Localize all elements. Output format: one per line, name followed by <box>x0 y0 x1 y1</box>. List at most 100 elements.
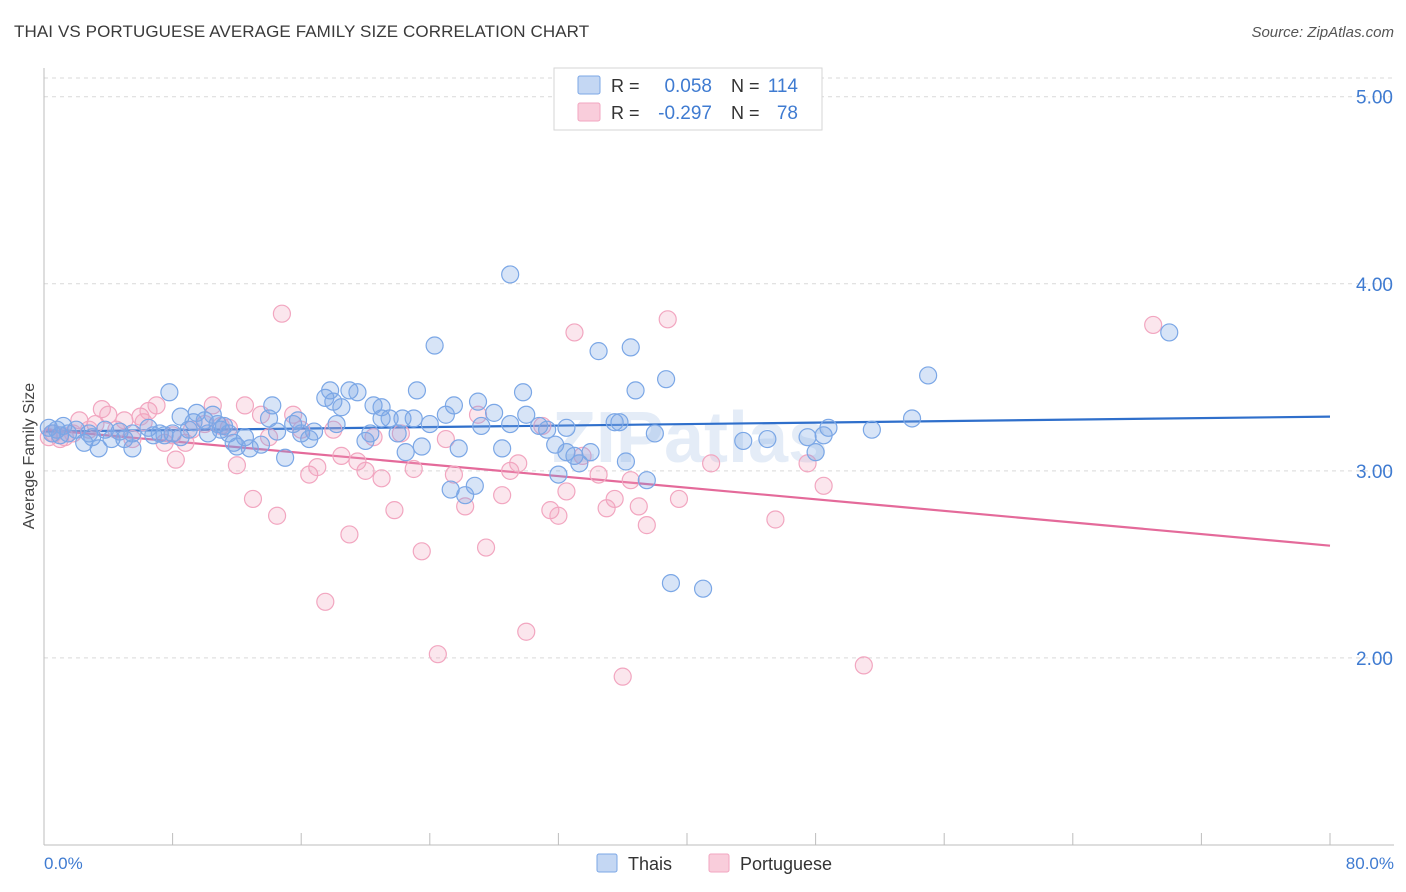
thai-point <box>251 435 271 454</box>
portuguese-point <box>316 592 335 611</box>
thai-point <box>160 383 179 402</box>
thai-point <box>203 405 222 424</box>
thai-point <box>472 416 491 436</box>
thai-point <box>123 439 142 458</box>
portuguese-point <box>99 405 118 424</box>
thai-point <box>661 573 681 593</box>
thai-point <box>420 414 439 434</box>
portuguese-point <box>356 461 375 480</box>
portuguese-point <box>658 310 677 329</box>
y-tick-label: 5.00 <box>1356 88 1393 109</box>
thai-point <box>89 439 108 458</box>
thai-point <box>276 448 295 467</box>
portuguese-point <box>468 405 488 424</box>
portuguese-point <box>621 471 640 490</box>
thai-point <box>425 336 444 355</box>
portuguese-point <box>134 413 153 432</box>
portuguese-point <box>557 482 576 501</box>
thai-trend-line <box>43 415 1331 433</box>
portuguese-point <box>332 446 351 465</box>
y-tick-label: 2.00 <box>1356 649 1393 670</box>
thai-point <box>513 383 533 402</box>
series-legend: Thais Portuguese <box>596 853 832 874</box>
legend-n-value-thai: 114 <box>768 76 799 97</box>
portuguese-point <box>444 465 464 484</box>
chart-title: THAI VS PORTUGUESE AVERAGE FAMILY SIZE C… <box>14 22 590 41</box>
thai-point <box>1160 323 1179 342</box>
legend-r-label-portuguese: R = <box>611 103 640 123</box>
y-tick-label: 4.00 <box>1356 275 1393 296</box>
thai-point <box>95 420 115 439</box>
thai-point <box>621 338 640 357</box>
legend-n-label-thai: N = <box>731 76 760 96</box>
portuguese-point <box>385 501 404 520</box>
portuguese-point <box>517 622 536 641</box>
thai-point <box>123 424 142 443</box>
portuguese-point <box>284 405 303 424</box>
portuguese-point <box>637 516 656 535</box>
x-tick-max: 80.0% <box>1346 854 1394 873</box>
portuguese-point <box>565 323 584 342</box>
portuguese-swatch <box>577 102 601 122</box>
legend-r-value-portuguese: -0.297 <box>658 103 712 124</box>
thai-point <box>657 370 676 389</box>
portuguese-point <box>340 525 359 544</box>
portuguese-point <box>166 450 185 469</box>
portuguese-point <box>613 667 632 686</box>
legend-n-value-portuguese: 78 <box>777 103 798 124</box>
thai-point <box>570 454 589 473</box>
thai-point <box>380 409 399 428</box>
thai-point <box>538 420 557 439</box>
thai-point <box>361 424 380 443</box>
portuguese-point <box>549 506 568 525</box>
thai-point <box>616 452 636 471</box>
thai-point <box>862 420 881 439</box>
data-points <box>39 265 1179 686</box>
stats-legend: R = 0.058 N = 114 R = -0.297 N = 78 <box>553 67 823 131</box>
thai-point <box>819 418 838 437</box>
thai-point <box>798 428 817 447</box>
thai-point <box>267 422 287 441</box>
legend-portuguese-label: Portuguese <box>740 854 832 874</box>
thai-point <box>493 439 512 458</box>
thai-point <box>240 439 259 458</box>
portuguese-point <box>227 456 246 475</box>
thai-point <box>557 418 576 437</box>
portuguese-point <box>476 538 496 557</box>
thai-point <box>404 409 423 428</box>
legend-portuguese-swatch <box>708 853 730 873</box>
legend-r-label-thai: R = <box>611 76 640 96</box>
thai-point <box>758 429 777 449</box>
portuguese-point <box>589 465 608 484</box>
thai-point <box>626 381 645 400</box>
legend-thais-label: Thais <box>628 854 672 874</box>
portuguese-point <box>267 506 287 525</box>
portuguese-point <box>854 656 873 675</box>
portuguese-point <box>436 429 455 449</box>
portuguese-point <box>203 396 222 415</box>
y-tick-labels: 2.00 3.00 4.00 5.00 <box>1356 88 1393 670</box>
thai-point <box>806 443 825 462</box>
portuguese-point <box>766 510 785 529</box>
thai-point <box>304 422 324 441</box>
thai-point <box>235 428 255 447</box>
thai-point <box>919 366 938 385</box>
portuguese-point <box>235 396 255 415</box>
thai-point <box>734 431 753 451</box>
legend-r-value-thai: 0.058 <box>664 76 712 97</box>
watermark: ZIPatlas <box>552 398 828 478</box>
y-tick-label: 3.00 <box>1356 462 1393 483</box>
portuguese-point <box>372 469 391 488</box>
thai-point <box>465 476 484 495</box>
y-axis-title: Average Family Size <box>21 383 38 530</box>
thai-swatch <box>577 75 601 95</box>
thai-point <box>321 381 340 400</box>
thai-point <box>327 414 346 434</box>
thai-point <box>444 396 464 415</box>
legend-thais-swatch <box>596 853 618 873</box>
thai-point <box>589 342 608 361</box>
portuguese-point <box>1144 315 1163 335</box>
portuguese-point <box>669 489 689 509</box>
portuguese-point <box>147 396 166 415</box>
